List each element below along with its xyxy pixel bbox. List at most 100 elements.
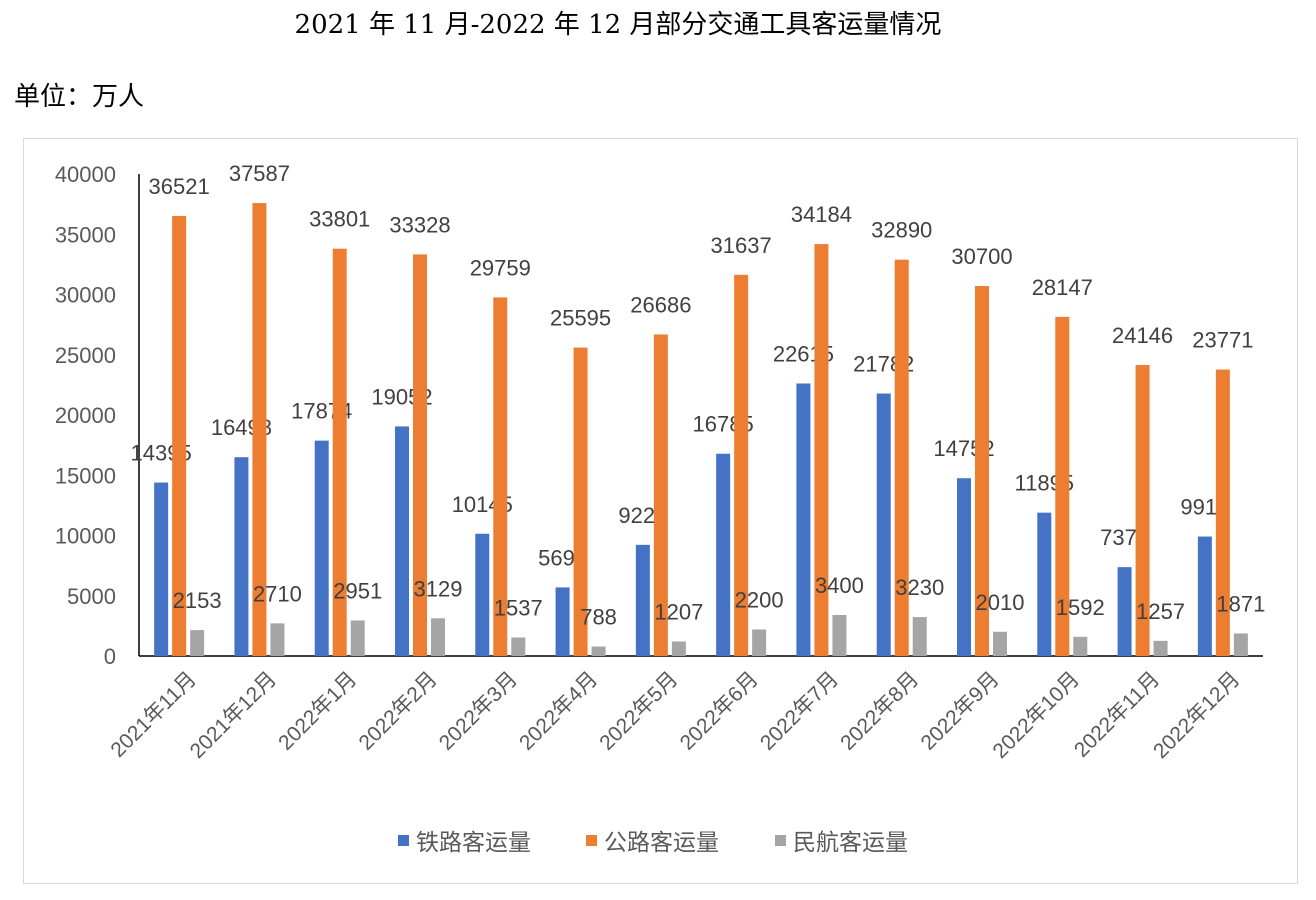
y-tick-label: 40000 [55, 162, 116, 187]
x-tick-label: 2022年4月 [515, 667, 602, 754]
data-label: 36521 [149, 174, 210, 199]
x-tick-label: 2022年8月 [836, 667, 923, 754]
data-label: 28147 [1032, 275, 1093, 300]
bar-3 [190, 630, 205, 656]
data-label: 24146 [1112, 323, 1173, 348]
bar-1 [555, 587, 570, 656]
legend-swatch-1 [398, 835, 409, 846]
bar-2 [734, 274, 749, 656]
bar-2 [172, 215, 187, 657]
bar-3 [671, 641, 686, 656]
chart-frame [23, 138, 1298, 884]
data-label: 788 [580, 605, 617, 630]
bar-3 [752, 629, 767, 656]
bar-1 [796, 383, 811, 656]
data-label: 34184 [791, 202, 852, 227]
bar-1 [234, 457, 249, 656]
y-tick-label: 0 [104, 644, 116, 669]
bar-2 [332, 248, 347, 657]
bar-3 [993, 631, 1007, 656]
data-label: 25595 [550, 306, 611, 331]
bar-3 [270, 623, 285, 656]
bar-2 [1135, 365, 1150, 656]
legend-swatch-3 [775, 835, 786, 846]
legend-label: 铁路客运量 [416, 829, 531, 855]
data-label: 26686 [630, 292, 691, 317]
bar-2 [653, 334, 668, 656]
data-label: 33328 [389, 212, 450, 237]
bar-1 [154, 482, 169, 656]
data-label: 1537 [494, 595, 543, 620]
data-label: 1871 [1216, 591, 1265, 616]
data-label: 29759 [470, 255, 531, 280]
bar-1 [716, 453, 731, 656]
bar-1 [635, 544, 650, 656]
data-label: 2153 [173, 588, 222, 613]
bar-2 [894, 259, 909, 656]
x-tick-label: 2022年3月 [435, 667, 522, 754]
legend-label: 民航客运量 [793, 829, 908, 855]
data-label: 37587 [229, 161, 290, 186]
y-tick-label: 5000 [67, 584, 116, 609]
data-label: 2010 [976, 590, 1025, 615]
y-tick-label: 15000 [55, 463, 116, 488]
data-label: 31637 [711, 233, 772, 258]
bar-1 [314, 440, 329, 656]
data-label: 3400 [815, 573, 864, 598]
data-label: 2951 [333, 578, 382, 603]
x-tick-label: 2022年7月 [756, 667, 843, 754]
data-label: 3230 [895, 575, 944, 600]
bar-2 [975, 286, 989, 656]
bar-1 [957, 478, 971, 656]
legend-swatch-2 [586, 835, 597, 846]
bar-2 [252, 203, 267, 656]
y-tick-label: 10000 [55, 524, 116, 549]
x-tick-label: 2022年2月 [354, 667, 441, 754]
bar-2 [814, 244, 829, 656]
bar-3 [1233, 633, 1248, 656]
bar-1 [876, 393, 891, 656]
x-tick-label: 2022年12月 [1149, 667, 1245, 763]
data-label: 2710 [253, 581, 302, 606]
bar-3 [350, 620, 365, 656]
bar-2 [1055, 316, 1070, 656]
legend-label: 公路客运量 [604, 829, 719, 855]
y-tick-label: 30000 [55, 283, 116, 308]
x-tick-label: 2022年9月 [916, 667, 1003, 754]
bar-3 [912, 617, 927, 656]
bar-1 [1117, 567, 1132, 656]
data-label: 23771 [1192, 328, 1253, 353]
bar-1 [395, 426, 409, 656]
y-tick-label: 20000 [55, 403, 116, 428]
y-tick-label: 25000 [55, 343, 116, 368]
unit-label: 单位：万人 [14, 82, 145, 112]
data-label: 1592 [1056, 595, 1105, 620]
page-title: 2021 年 11 月-2022 年 12 月部分交通工具客运量情况 [294, 10, 942, 40]
bar-3 [511, 637, 526, 656]
bar-3 [591, 646, 606, 656]
data-label: 30700 [951, 244, 1012, 269]
data-label: 33801 [309, 207, 370, 232]
data-label: 2200 [735, 587, 784, 612]
y-tick-label: 35000 [55, 222, 116, 247]
bar-3 [832, 615, 847, 656]
x-tick-label: 2022年6月 [676, 667, 763, 754]
bar-3 [1073, 636, 1088, 656]
bar-3 [431, 618, 445, 656]
bar-2 [493, 297, 508, 656]
x-tick-label: 2021年12月 [186, 667, 282, 763]
data-label: 1207 [654, 599, 703, 624]
data-label: 3129 [414, 576, 463, 601]
bar-2 [1215, 369, 1230, 656]
x-tick-label: 2022年10月 [988, 667, 1084, 763]
bar-2 [413, 254, 427, 657]
bar-1 [1197, 536, 1212, 656]
bar-1 [1037, 512, 1052, 656]
bar-1 [475, 533, 490, 656]
data-label: 1257 [1136, 599, 1185, 624]
bar-3 [1153, 640, 1168, 656]
data-label: 32890 [871, 218, 932, 243]
x-tick-label: 2022年5月 [595, 667, 682, 754]
bar-2 [573, 347, 588, 656]
